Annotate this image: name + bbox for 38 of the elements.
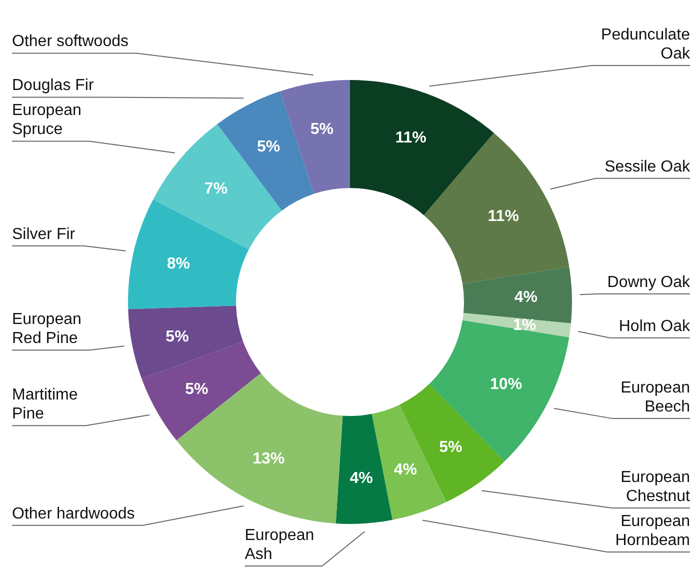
donut-slice [153, 124, 282, 250]
donut-slice [429, 320, 570, 462]
data-label: 4% [394, 462, 418, 479]
data-label: 5% [439, 438, 462, 456]
slice-label: European Beech [620, 380, 690, 416]
slice-label: Other hardwoods [12, 505, 135, 522]
donut-slice [128, 199, 249, 310]
data-label: 11% [395, 129, 426, 146]
data-label: 8% [166, 255, 190, 272]
slice-label: Pedunculate Oak [601, 26, 691, 63]
data-label: 5% [310, 120, 334, 138]
data-label: 7% [204, 180, 228, 198]
donut-slice [176, 373, 343, 524]
slice-label: European Ash [244, 527, 314, 563]
slice-label: Martitime Pine [12, 386, 78, 423]
donut-slice [280, 80, 350, 194]
data-label: 5% [166, 328, 189, 346]
data-label: 11% [488, 208, 519, 226]
donut-slice [142, 341, 261, 440]
donut-slice [128, 306, 244, 379]
slice-label: Silver Fir [12, 226, 76, 243]
donut-slice [336, 414, 392, 524]
slice-label: European Spruce [12, 102, 82, 138]
data-label: 4% [350, 470, 373, 488]
slice-label: Douglas Fir [12, 77, 94, 94]
data-label: 1% [512, 317, 536, 334]
slice-label: European Chestnut [620, 469, 691, 505]
slice-label: Sessile Oak [604, 158, 691, 176]
slice-label: Downy Oak [607, 274, 691, 291]
slice-label: European Red Pine [12, 311, 82, 348]
slice-label: Other softwoods [12, 33, 128, 50]
data-label: 5% [257, 138, 280, 156]
data-label: 13% [252, 450, 285, 468]
data-label: 10% [490, 376, 522, 394]
slice-label: Holm Oak [618, 318, 691, 335]
slice-label: European Hornbeam [615, 513, 690, 549]
data-label: 5% [185, 380, 208, 398]
data-label: 4% [514, 288, 538, 306]
